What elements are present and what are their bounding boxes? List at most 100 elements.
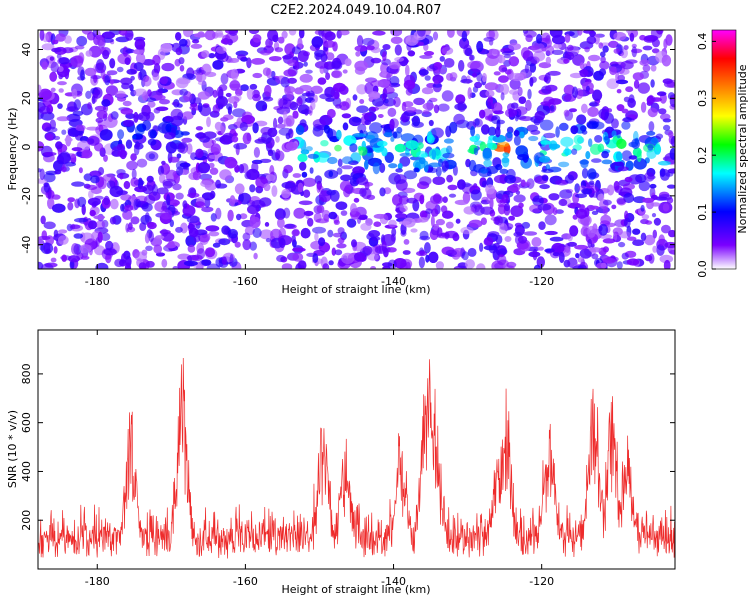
heatmap-cell (240, 163, 249, 174)
heatmap-cell (81, 30, 93, 35)
heatmap-cell (425, 200, 438, 211)
heatmap-cell (526, 124, 539, 132)
heatmap-cell (445, 221, 454, 229)
heatmap-cell (47, 197, 55, 210)
heatmap-x-tick-label: -160 (233, 275, 258, 288)
heatmap-cell (334, 144, 342, 152)
heatmap-cell (497, 141, 510, 148)
heatmap-cell (280, 76, 290, 88)
heatmap-cell (153, 244, 163, 254)
heatmap-cell (631, 43, 637, 49)
heatmap-cell (474, 81, 483, 89)
heatmap-cell (520, 181, 531, 187)
heatmap-cell (584, 46, 590, 53)
heatmap-cell (41, 263, 54, 269)
heatmap-cell (613, 48, 621, 54)
heatmap-cell (416, 41, 424, 46)
heatmap-cell (576, 114, 587, 125)
heatmap-cell (350, 203, 357, 215)
heatmap-cell (602, 238, 616, 244)
heatmap-cell (101, 37, 114, 43)
heatmap-cell (574, 244, 589, 250)
heatmap-cell (591, 253, 599, 260)
heatmap-cell (587, 238, 592, 248)
heatmap-cell (242, 239, 252, 251)
heatmap-cell (85, 50, 93, 57)
heatmap-cell (659, 254, 674, 264)
heatmap-x-axis-title: Height of straight line (km) (281, 283, 430, 296)
heatmap-cell (485, 184, 495, 195)
heatmap-cell (332, 41, 338, 52)
heatmap-cell (298, 30, 305, 39)
heatmap-cell (120, 194, 132, 201)
heatmap-cell (538, 155, 551, 163)
heatmap-cell (341, 165, 353, 170)
heatmap-cell (122, 46, 129, 57)
heatmap-cell (277, 36, 285, 44)
heatmap-cell (314, 175, 322, 185)
heatmap-cell (234, 241, 241, 248)
heatmap-cell (573, 134, 584, 145)
heatmap-cell (275, 136, 280, 143)
snr-y-axis-title: SNR (10 * v/v) (6, 410, 19, 488)
heatmap-cell (631, 46, 637, 58)
heatmap-cell (650, 30, 663, 39)
heatmap-cell (130, 153, 137, 162)
heatmap-cell (448, 193, 457, 198)
heatmap-cell (564, 174, 575, 184)
heatmap-cell (432, 176, 446, 185)
heatmap-y-tick-label: -40 (20, 236, 33, 254)
heatmap-cell (57, 66, 64, 72)
heatmap-cell (354, 60, 369, 72)
heatmap-cell (147, 101, 156, 108)
heatmap-frame (37, 29, 676, 270)
heatmap-cell (253, 252, 258, 260)
heatmap-cell (431, 208, 439, 217)
heatmap-cell (136, 158, 148, 168)
heatmap-cell (621, 150, 632, 162)
heatmap-cell (470, 126, 476, 137)
heatmap-cell (623, 217, 631, 228)
heatmap-cell (138, 262, 147, 269)
snr-y-tick-label: 600 (20, 412, 33, 433)
heatmap-x-tick-label: -180 (85, 275, 110, 288)
heatmap-cell (459, 37, 470, 49)
heatmap-cell (473, 147, 479, 156)
heatmap-cell (241, 114, 256, 125)
heatmap-cell (467, 87, 472, 100)
heatmap-cell (357, 123, 367, 133)
heatmap-cell (89, 170, 102, 178)
heatmap-cell (486, 166, 499, 174)
heatmap-cell (133, 144, 140, 156)
heatmap-cell (336, 167, 343, 175)
heatmap-cell (441, 160, 449, 172)
heatmap-cell (182, 200, 188, 209)
heatmap-cell (528, 135, 539, 142)
heatmap-cell (458, 60, 465, 72)
heatmap-cell (157, 122, 172, 134)
heatmap-cell (231, 135, 239, 143)
heatmap-y-axis-title: Frequency (Hz) (6, 108, 19, 191)
heatmap-cell (132, 134, 137, 140)
heatmap-cell (327, 229, 334, 238)
colorbar-tick-label: 0.4 (696, 33, 709, 51)
heatmap-cell (133, 88, 148, 97)
heatmap-cell (515, 145, 528, 158)
heatmap-cell (312, 253, 319, 264)
heatmap-cell (621, 108, 629, 114)
heatmap-cell (309, 167, 314, 174)
heatmap-cell (425, 208, 433, 214)
heatmap-cell (307, 153, 319, 159)
heatmap-cell (646, 95, 655, 105)
heatmap-cell (155, 235, 165, 240)
heatmap-cell (323, 124, 330, 134)
heatmap-cell (85, 90, 92, 99)
heatmap-cell (558, 161, 570, 168)
heatmap-cell (390, 136, 395, 142)
heatmap-cell (405, 35, 419, 46)
heatmap-cell (71, 147, 83, 152)
heatmap-cell (432, 223, 440, 231)
heatmap-cell (569, 225, 579, 237)
heatmap-cell (647, 107, 658, 118)
heatmap-cell (316, 205, 325, 214)
